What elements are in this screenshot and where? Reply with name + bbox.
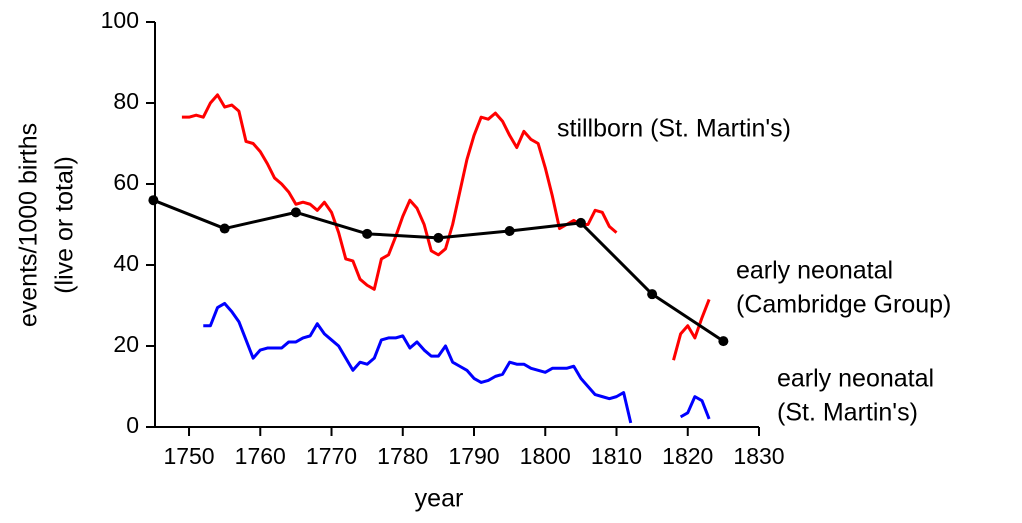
marker	[362, 228, 373, 239]
y-tick-label: 80	[113, 88, 139, 114]
annotation: early neonatal	[736, 257, 893, 285]
line	[679, 395, 711, 420]
marker	[504, 225, 515, 236]
annotation: (St. Martin's)	[777, 399, 918, 427]
x-tick-label: 1790	[448, 443, 499, 469]
y-tick-label: 20	[113, 331, 139, 357]
x-tick-label: 1830	[733, 443, 784, 469]
annotation: (Cambridge Group)	[736, 291, 951, 319]
line	[181, 93, 618, 291]
y-axis-title: events/1000 births	[15, 123, 43, 327]
x-tick-label: 1820	[662, 443, 713, 469]
x-tick-label: 1810	[591, 443, 642, 469]
marker	[290, 207, 301, 218]
marker	[219, 223, 230, 234]
annotation: early neonatal	[777, 365, 934, 393]
annotation: stillborn (St. Martin's)	[557, 115, 791, 143]
y-tick-label: 60	[113, 169, 139, 195]
line	[672, 298, 711, 361]
y-tick-label: 0	[126, 412, 139, 438]
x-tick-label: 1750	[163, 443, 214, 469]
marker	[718, 336, 729, 347]
marker	[148, 195, 159, 206]
x-tick-label: 1800	[520, 443, 571, 469]
line	[203, 301, 633, 424]
y-tick-label: 100	[101, 7, 139, 33]
marker	[575, 217, 586, 228]
x-tick-label: 1770	[306, 443, 357, 469]
marker	[433, 232, 444, 243]
x-axis-title: year	[415, 485, 464, 513]
y-axis-title: (live or total)	[51, 156, 79, 294]
x-tick-label: 1780	[377, 443, 428, 469]
marker	[647, 289, 658, 300]
x-tick-label: 1760	[235, 443, 286, 469]
y-tick-label: 40	[113, 250, 139, 276]
